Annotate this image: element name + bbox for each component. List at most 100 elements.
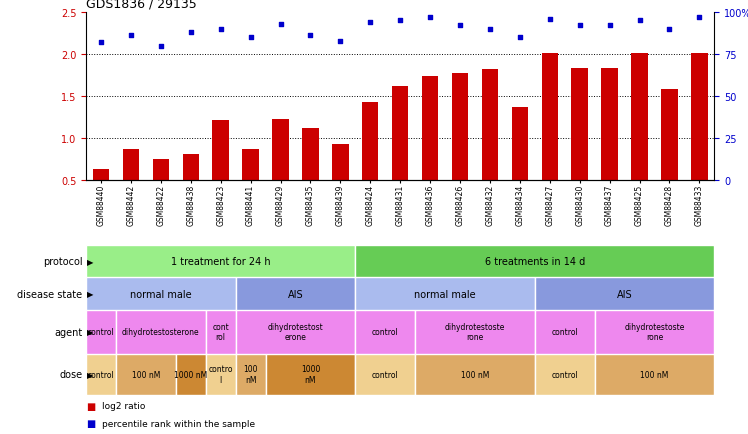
Text: cont
rol: cont rol <box>212 322 229 342</box>
Bar <box>355 310 415 354</box>
Point <box>95 39 107 46</box>
Text: contro
l: contro l <box>209 365 233 384</box>
Bar <box>571 69 588 180</box>
Point <box>275 21 286 28</box>
Text: normal male: normal male <box>414 289 476 299</box>
Bar <box>183 154 199 180</box>
Bar <box>206 354 236 395</box>
Text: agent: agent <box>54 327 82 337</box>
Text: ■: ■ <box>86 418 95 428</box>
Bar <box>242 150 259 180</box>
Point <box>693 15 705 22</box>
Bar <box>236 278 355 310</box>
Bar <box>661 90 678 180</box>
Bar <box>332 145 349 180</box>
Point <box>215 26 227 33</box>
Text: protocol: protocol <box>43 256 82 266</box>
Point <box>634 18 646 25</box>
Bar <box>355 278 535 310</box>
Point <box>663 26 675 33</box>
Point <box>245 35 257 42</box>
Bar <box>176 354 206 395</box>
Bar <box>302 128 319 180</box>
Bar <box>415 354 535 395</box>
Bar <box>153 160 169 180</box>
Text: 1000
nM: 1000 nM <box>301 365 320 384</box>
Point <box>574 23 586 30</box>
Point <box>334 38 346 45</box>
Text: percentile rank within the sample: percentile rank within the sample <box>102 419 256 427</box>
Bar <box>392 86 408 180</box>
Bar <box>266 354 355 395</box>
Point <box>604 23 616 30</box>
Bar <box>601 69 618 180</box>
Bar <box>236 354 266 395</box>
Bar <box>482 70 498 180</box>
Text: 100 nM: 100 nM <box>640 370 669 379</box>
Text: dose: dose <box>59 369 82 379</box>
Bar <box>595 354 714 395</box>
Point <box>185 30 197 36</box>
Point <box>364 20 376 26</box>
Text: dihydrotestost
erone: dihydrotestost erone <box>268 322 323 342</box>
Point <box>544 16 556 23</box>
Bar <box>631 54 648 180</box>
Text: control: control <box>88 370 114 379</box>
Bar <box>116 354 176 395</box>
Bar <box>236 310 355 354</box>
Text: control: control <box>88 328 114 336</box>
Bar <box>452 74 468 180</box>
Bar <box>272 120 289 180</box>
Text: ▶: ▶ <box>87 289 94 299</box>
Text: AIS: AIS <box>617 289 632 299</box>
Text: dihydrotestoste
rone: dihydrotestoste rone <box>445 322 505 342</box>
Bar <box>535 354 595 395</box>
Text: ▶: ▶ <box>87 370 94 379</box>
Text: 100
nM: 100 nM <box>243 365 258 384</box>
Bar <box>691 54 708 180</box>
Point <box>424 15 436 22</box>
Text: normal male: normal male <box>130 289 191 299</box>
Point <box>514 35 526 42</box>
Text: AIS: AIS <box>288 289 303 299</box>
Text: dihydrotestoste
rone: dihydrotestoste rone <box>625 322 684 342</box>
Text: dihydrotestosterone: dihydrotestosterone <box>122 328 200 336</box>
Bar <box>362 102 378 180</box>
Text: ▶: ▶ <box>87 257 94 266</box>
Bar <box>542 54 558 180</box>
Text: 100 nM: 100 nM <box>132 370 160 379</box>
Bar <box>206 310 236 354</box>
Bar <box>422 76 438 180</box>
Bar <box>86 245 355 278</box>
Bar <box>535 310 595 354</box>
Text: 1 treatment for 24 h: 1 treatment for 24 h <box>171 256 271 266</box>
Point <box>125 33 137 40</box>
Text: ■: ■ <box>86 401 95 411</box>
Text: log2 ratio: log2 ratio <box>102 401 146 410</box>
Bar <box>212 121 229 180</box>
Text: control: control <box>372 328 399 336</box>
Point <box>155 43 167 50</box>
Bar <box>535 278 714 310</box>
Point <box>304 33 316 40</box>
Text: 6 treatments in 14 d: 6 treatments in 14 d <box>485 256 585 266</box>
Point <box>394 18 406 25</box>
Bar <box>512 108 528 180</box>
Text: ▶: ▶ <box>87 328 94 336</box>
Bar <box>123 149 139 180</box>
Bar <box>355 245 714 278</box>
Text: 100 nM: 100 nM <box>461 370 489 379</box>
Bar <box>93 170 109 180</box>
Bar <box>86 278 236 310</box>
Point <box>484 26 496 33</box>
Text: control: control <box>372 370 399 379</box>
Text: GDS1836 / 29135: GDS1836 / 29135 <box>86 0 197 10</box>
Text: control: control <box>551 370 578 379</box>
Bar <box>355 354 415 395</box>
Text: disease state: disease state <box>17 289 82 299</box>
Bar <box>86 354 116 395</box>
Bar <box>116 310 206 354</box>
Bar <box>595 310 714 354</box>
Bar <box>86 310 116 354</box>
Point <box>454 23 466 30</box>
